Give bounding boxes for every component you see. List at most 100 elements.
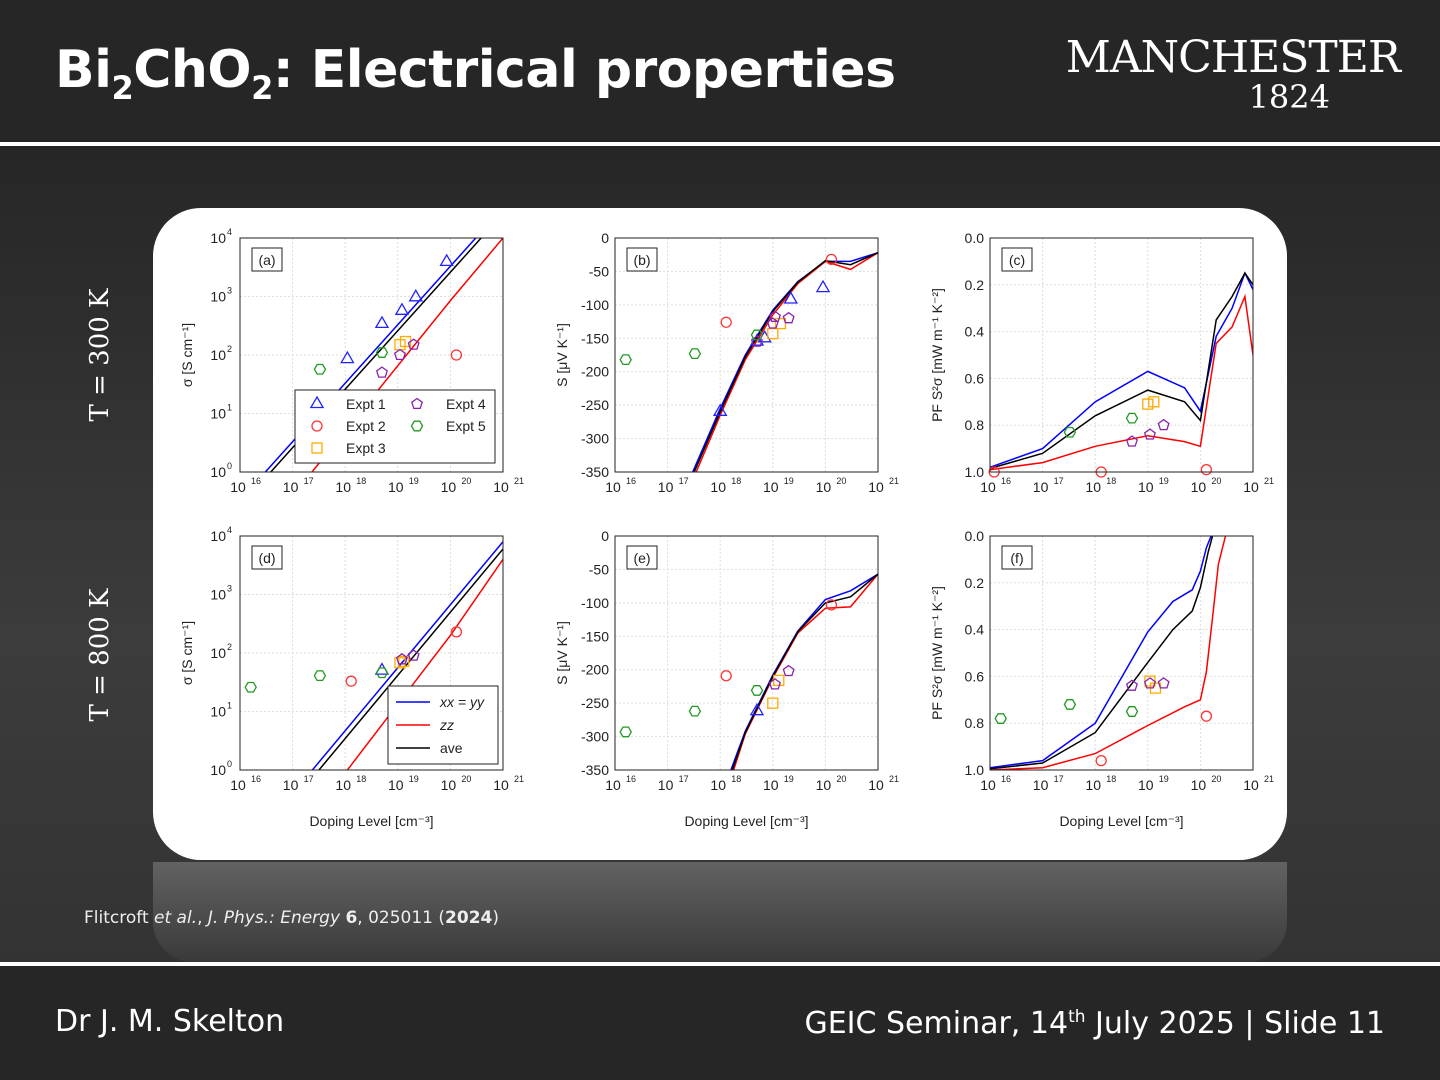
y-tick-exponent: 4 xyxy=(227,227,232,237)
x-tick-exponent: 21 xyxy=(889,774,899,784)
marker-square xyxy=(1142,398,1154,410)
series-line-zz xyxy=(990,536,1227,770)
logo-name: MANCHESTER xyxy=(1065,32,1401,83)
y-tick-label: 0.0 xyxy=(965,230,985,246)
marker-square xyxy=(767,697,779,709)
y-tick-label: -250 xyxy=(581,397,609,413)
x-tick-exponent: 18 xyxy=(731,774,741,784)
marker-circle xyxy=(825,253,838,266)
y-axis-label: S [μV K⁻¹] xyxy=(554,323,570,387)
x-tick-exponent: 19 xyxy=(1159,476,1169,486)
marker-triangle xyxy=(749,702,765,716)
y-tick-label: 0.8 xyxy=(965,715,985,731)
y-tick-label: 0.0 xyxy=(965,528,985,544)
marker-pentagon xyxy=(1143,677,1156,689)
event-sup: th xyxy=(1068,1007,1086,1027)
y-tick-label: 0.2 xyxy=(965,277,985,293)
chart-c: 10 16 10 17 10 18 10 19 10 20 10 21 0.0 0.2 0.4 0.6 0.8 1… xyxy=(929,230,1274,495)
marker-pentagon xyxy=(1157,418,1170,431)
marker-pentagon xyxy=(407,649,420,661)
x-tick-label: 10 xyxy=(710,777,726,793)
y-tick-label: 10 xyxy=(210,645,226,661)
marker-square xyxy=(398,655,410,667)
chart-f: 10 16 10 17 10 18 10 19 10 20 10 21 0.0 0.2 0.4 0.6 0.8 1… xyxy=(929,528,1274,829)
x-tick-label: 10 xyxy=(605,777,621,793)
series-line-zz xyxy=(310,238,503,472)
series-group xyxy=(311,541,503,770)
legend-marker xyxy=(309,395,325,409)
marker-circle xyxy=(1200,710,1213,722)
presenter-name: Dr J. M. Skelton xyxy=(55,1004,285,1039)
citation-sep: , xyxy=(197,908,208,928)
marker-pentagon xyxy=(375,366,388,378)
y-tick-label: 10 xyxy=(210,464,226,480)
series-group xyxy=(990,536,1227,770)
panel-label-box xyxy=(626,247,658,272)
x-tick-label: 10 xyxy=(1085,777,1101,793)
row-label-300k: T = 300 K xyxy=(85,288,115,422)
citation-journal: J. Phys.: Energy xyxy=(207,908,341,928)
marker-circle xyxy=(825,599,838,611)
citation-pages: , 025011 ( xyxy=(357,908,446,928)
y-tick-exponent: 0 xyxy=(227,461,232,471)
x-tick-label: 10 xyxy=(1243,777,1259,793)
y-tick-exponent: 1 xyxy=(227,403,232,413)
marker-triangle xyxy=(394,302,410,315)
x-tick-exponent: 19 xyxy=(409,476,419,486)
marker-hexagon xyxy=(313,363,327,375)
chart-b: 10 16 10 17 10 18 10 19 10 20 10 21 0 -50 -100 -150 -200… xyxy=(554,230,899,495)
y-tick-label: -200 xyxy=(581,662,609,678)
y-axis-label: σ [S cm⁻¹] xyxy=(179,323,195,387)
x-tick-label: 10 xyxy=(1243,479,1259,495)
series-line-xxyy xyxy=(990,271,1253,469)
axes-frame xyxy=(239,237,504,473)
university-logo: MANCHESTER 1824 xyxy=(1065,32,1401,115)
series-line-xxyy xyxy=(730,573,878,770)
x-tick-exponent: 17 xyxy=(304,774,314,784)
y-tick-label: 10 xyxy=(210,762,226,778)
marker-hexagon xyxy=(375,347,389,358)
panel-label: (c) xyxy=(1009,252,1025,268)
legend: xx = yy zz ave xyxy=(387,685,499,765)
x-tick-label: 10 xyxy=(1138,777,1154,793)
legend-label: Expt 2 xyxy=(346,418,386,434)
marker-hexagon xyxy=(244,681,257,693)
legend-label: zz xyxy=(439,717,454,733)
slide-title: Bi2ChO2: Electrical properties xyxy=(55,40,896,107)
legend-label: Expt 3 xyxy=(346,440,386,456)
y-tick-label: 1.0 xyxy=(965,762,985,778)
marker-triangle xyxy=(439,253,454,267)
y-tick-label: 0.8 xyxy=(965,417,985,433)
legend-label: Expt 1 xyxy=(346,396,386,412)
y-tick-label: -300 xyxy=(581,729,609,745)
x-tick-exponent: 18 xyxy=(1106,476,1116,486)
y-tick-exponent: 2 xyxy=(227,344,232,354)
series-line-zz xyxy=(732,573,878,770)
x-tick-label: 10 xyxy=(283,777,299,793)
y-tick-label: -350 xyxy=(581,762,609,778)
marker-pentagon xyxy=(395,652,408,665)
marker-hexagon xyxy=(619,354,632,366)
y-tick-label: -150 xyxy=(581,330,609,346)
x-tick-label: 10 xyxy=(763,777,779,793)
marker-pentagon xyxy=(407,338,420,350)
x-tick-exponent: 21 xyxy=(1264,476,1274,486)
marker-pentagon xyxy=(1157,677,1170,689)
y-tick-label: 10 xyxy=(210,230,226,246)
x-axis-label: Doping Level [cm⁻³] xyxy=(684,813,808,829)
series-line-ave xyxy=(990,271,1253,470)
row-label-800k: T = 800 K xyxy=(85,588,115,722)
event-info: GEIC Seminar, 14th July 2025 | Slide 11 xyxy=(804,1006,1385,1041)
x-tick-label: 10 xyxy=(388,479,404,495)
x-tick-label: 10 xyxy=(388,777,404,793)
y-axis-label: S [μV K⁻¹] xyxy=(554,621,570,685)
series-line-xxyy xyxy=(990,536,1212,769)
x-tick-exponent: 21 xyxy=(889,476,899,486)
y-tick-label: -250 xyxy=(581,695,609,711)
marker-triangle xyxy=(783,291,799,304)
marker-hexagon xyxy=(375,667,389,679)
series-line-ave xyxy=(731,573,878,770)
marker-pentagon xyxy=(782,311,795,324)
series-group xyxy=(730,573,878,770)
marker-square xyxy=(774,317,787,330)
